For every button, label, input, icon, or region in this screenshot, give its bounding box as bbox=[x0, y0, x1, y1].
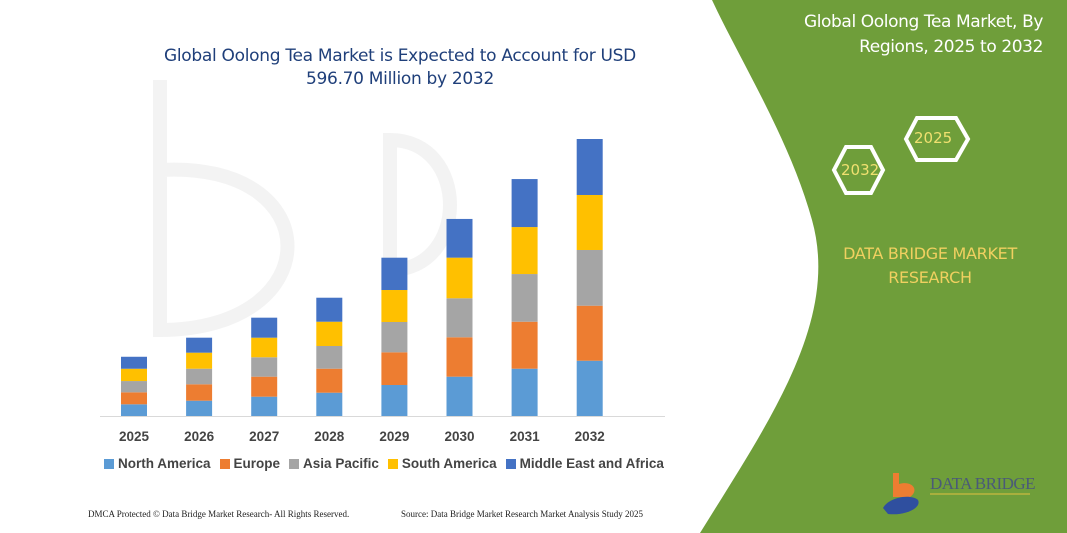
brand-name: DATA BRIDGE MARKET RESEARCH bbox=[843, 244, 1017, 287]
legend-label: Europe bbox=[233, 456, 281, 471]
bar-segment-2027-europe bbox=[251, 376, 278, 397]
footer-source: Source: Data Bridge Market Research Mark… bbox=[401, 509, 643, 519]
bar-segment-2030-south-america bbox=[446, 257, 473, 299]
bar-segment-2027-north-america bbox=[251, 396, 278, 416]
bar-segment-2028-south-america bbox=[316, 321, 343, 346]
x-tick-label: 2026 bbox=[184, 429, 215, 444]
bar-segment-2029-north-america bbox=[381, 384, 408, 416]
hex-year-2025: 2025 bbox=[914, 129, 953, 147]
bar-segment-2028-north-america bbox=[316, 392, 343, 416]
bar-segment-2027-middle-east-and-africa bbox=[251, 317, 278, 338]
side-panel-title: Global Oolong Tea Market, By Regions, 20… bbox=[803, 12, 1043, 57]
hexagon-2025 bbox=[903, 116, 971, 162]
bar-segment-2030-europe bbox=[446, 337, 473, 377]
legend-swatch bbox=[289, 458, 300, 469]
bar-segment-2026-asia-pacific bbox=[186, 368, 213, 385]
bar-segment-2027-south-america bbox=[251, 337, 278, 358]
legend-item: South America bbox=[387, 456, 497, 471]
bar-segment-2032-asia-pacific bbox=[576, 249, 603, 306]
logo-text: DATA BRIDGE bbox=[930, 474, 1036, 493]
bar-segment-2025-north-america bbox=[121, 404, 147, 416]
data-bridge-logo-icon bbox=[883, 473, 1030, 515]
x-tick-label: 2030 bbox=[444, 429, 474, 444]
legend-swatch bbox=[387, 458, 398, 469]
legend-item: North America bbox=[104, 456, 211, 471]
x-tick-label: 2025 bbox=[119, 429, 150, 444]
bar-segment-2027-asia-pacific bbox=[251, 357, 278, 377]
bar-segment-2032-south-america bbox=[576, 194, 603, 250]
bar-segment-2028-europe bbox=[316, 368, 343, 393]
legend-label: Middle East and Africa bbox=[519, 456, 664, 471]
footer-copyright: DMCA Protected © Data Bridge Market Rese… bbox=[88, 509, 350, 519]
legend-swatch bbox=[505, 458, 516, 469]
bar-segment-2032-europe bbox=[576, 305, 603, 361]
bar-segment-2026-middle-east-and-africa bbox=[186, 337, 213, 353]
x-tick-label: 2028 bbox=[314, 429, 345, 444]
bar-segment-2025-middle-east-and-africa bbox=[121, 356, 147, 369]
bar-segment-2029-asia-pacific bbox=[381, 321, 408, 353]
chart-legend: North America Europe Asia Pacific South Ame… bbox=[104, 456, 664, 471]
bar-segment-2030-asia-pacific bbox=[446, 298, 473, 338]
bar-segment-2025-south-america bbox=[121, 368, 147, 382]
legend-item: Middle East and Africa bbox=[505, 456, 664, 471]
x-tick-label: 2029 bbox=[379, 429, 409, 444]
bar-segment-2030-middle-east-and-africa bbox=[446, 218, 473, 258]
legend-swatch bbox=[104, 458, 114, 469]
x-tick-label: 2032 bbox=[575, 429, 605, 444]
chart-title: Global Oolong Tea Market is Expected to … bbox=[164, 46, 636, 89]
green-panel bbox=[700, 0, 1067, 533]
bar-segment-2025-asia-pacific bbox=[121, 381, 147, 393]
bar-segment-2028-middle-east-and-africa bbox=[316, 297, 343, 322]
bar-segment-2031-north-america bbox=[511, 368, 538, 416]
bar-segment-2028-asia-pacific bbox=[316, 345, 343, 369]
legend-label: North America bbox=[118, 456, 211, 471]
legend-item: Asia Pacific bbox=[289, 456, 379, 471]
bar-segment-2031-middle-east-and-africa bbox=[511, 179, 538, 228]
legend-label: Asia Pacific bbox=[303, 456, 379, 471]
bar-segment-2026-north-america bbox=[186, 400, 213, 416]
x-tick-label: 2027 bbox=[249, 429, 279, 444]
bar-segment-2029-south-america bbox=[381, 290, 408, 322]
bar-segment-2029-europe bbox=[381, 352, 408, 385]
bar-segment-2026-europe bbox=[186, 384, 213, 401]
bar-segment-2030-north-america bbox=[446, 376, 473, 416]
bar-segment-2026-south-america bbox=[186, 352, 213, 369]
watermark bbox=[153, 80, 457, 338]
hex-year-2032: 2032 bbox=[841, 161, 880, 179]
x-tick-label: 2031 bbox=[510, 429, 541, 444]
legend-label: South America bbox=[401, 456, 497, 471]
legend-item: Europe bbox=[219, 456, 281, 471]
bar-segment-2031-south-america bbox=[511, 227, 538, 275]
bar-segment-2029-middle-east-and-africa bbox=[381, 257, 408, 291]
bar-segment-2032-north-america bbox=[576, 360, 603, 416]
bar-segment-2031-asia-pacific bbox=[511, 274, 538, 322]
bar-segment-2025-europe bbox=[121, 392, 147, 405]
bar-segment-2032-middle-east-and-africa bbox=[576, 139, 603, 195]
legend-swatch bbox=[219, 458, 230, 469]
hexagon-2032 bbox=[831, 145, 886, 195]
bar-segment-2031-europe bbox=[511, 321, 538, 369]
